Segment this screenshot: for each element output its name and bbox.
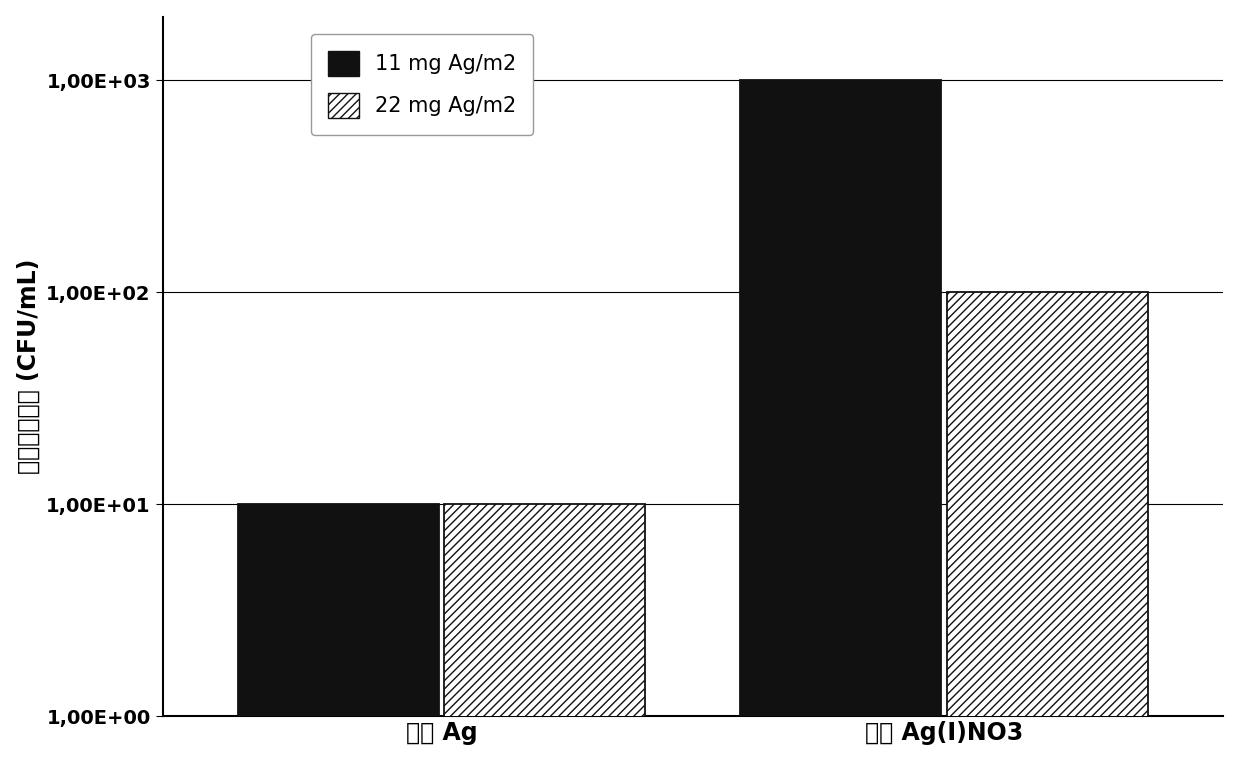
Bar: [740, 81, 941, 762]
Y-axis label: 大肠杆菌浓度 (CFU/mL): 大肠杆菌浓度 (CFU/mL): [16, 259, 41, 474]
Legend: 11 mg Ag/m2, 22 mg Ag/m2: 11 mg Ag/m2, 22 mg Ag/m2: [311, 34, 533, 135]
Bar: [238, 504, 439, 762]
Bar: [947, 293, 1148, 762]
Bar: [444, 504, 646, 762]
